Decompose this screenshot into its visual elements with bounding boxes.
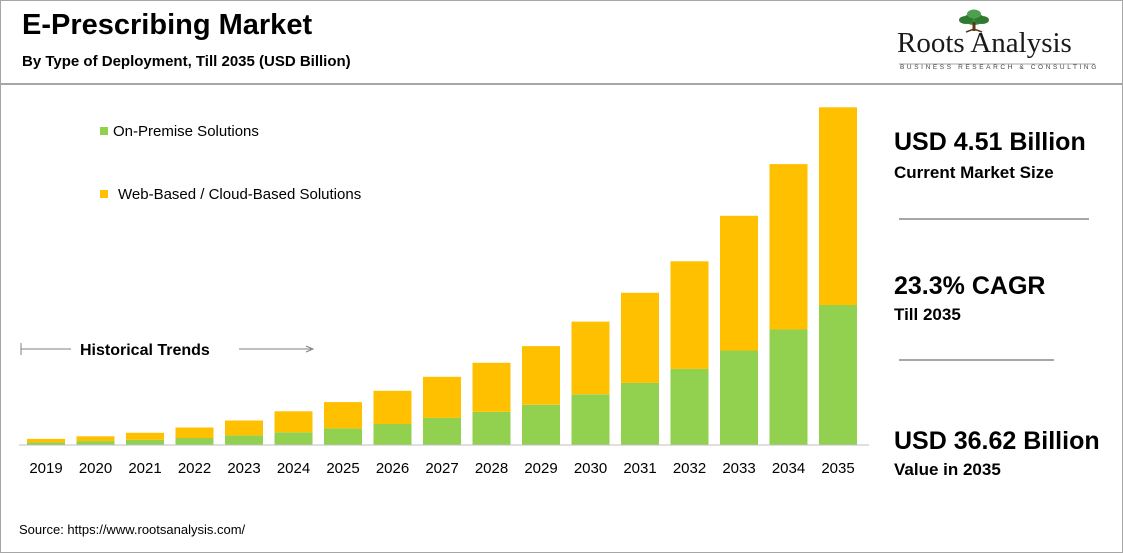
- bar-web-based-2034: [769, 164, 808, 330]
- legend-label-on-premise: On-Premise Solutions: [113, 123, 259, 140]
- x-tick-label-2021: 2021: [128, 460, 161, 477]
- x-tick-label-2031: 2031: [623, 460, 656, 477]
- bar-on-premise-2024: [274, 432, 313, 445]
- bar-web-based-2023: [225, 420, 263, 436]
- bar-web-based-2021: [126, 432, 164, 440]
- bar-web-based-2030: [571, 321, 610, 395]
- x-tick-label-2032: 2032: [673, 460, 706, 477]
- bar-on-premise-2035: [819, 305, 857, 445]
- bar-on-premise-2027: [423, 417, 461, 445]
- logo-name: Roots Analysis: [897, 27, 1072, 59]
- page-subtitle: By Type of Deployment, Till 2035 (USD Bi…: [22, 53, 351, 70]
- bar-web-based-2031: [621, 292, 659, 383]
- bar-on-premise-2031: [621, 382, 659, 445]
- legend-swatch-on-premise: [100, 127, 108, 135]
- x-tick-label-2034: 2034: [772, 460, 805, 477]
- legend-label-web-based: Web-Based / Cloud-Based Solutions: [118, 186, 361, 203]
- bar-on-premise-2032: [670, 368, 709, 445]
- header: E-Prescribing Market By Type of Deployme…: [1, 1, 1122, 83]
- x-tick-label-2022: 2022: [178, 460, 211, 477]
- bar-web-based-2027: [423, 376, 461, 418]
- stacked-bar-chart: 2019 2020 2021 2022 2023 2024 2025 2026 2027 2028…: [19, 107, 869, 477]
- bar-web-based-2032: [670, 261, 709, 369]
- bar-web-based-2022: [175, 427, 214, 438]
- x-tick-label-2023: 2023: [227, 460, 260, 477]
- kpi-2035-value: USD 36.62 Billion: [894, 427, 1100, 455]
- kpi-2035-label: Value in 2035: [894, 460, 1001, 479]
- bar-on-premise-2019: [27, 442, 65, 445]
- bar-on-premise-2020: [76, 441, 115, 445]
- legend-swatch-web-based: [100, 190, 108, 198]
- bar-web-based-2035: [819, 107, 857, 306]
- source-note: Source: https://www.rootsanalysis.com/: [19, 522, 246, 537]
- header-divider: [1, 83, 1122, 85]
- bar-on-premise-2022: [175, 438, 214, 445]
- x-tick-label-2029: 2029: [524, 460, 557, 477]
- page-title: E-Prescribing Market: [22, 9, 313, 41]
- bar-on-premise-2028: [472, 411, 511, 446]
- kpi-cagr-label: Till 2035: [894, 305, 961, 324]
- bar-on-premise-2025: [324, 428, 362, 445]
- kpi-current-value: USD 4.51 Billion: [894, 128, 1086, 156]
- x-tick-label-2028: 2028: [475, 460, 508, 477]
- kpi-cagr-value: 23.3% CAGR: [894, 272, 1046, 300]
- bar-on-premise-2029: [522, 404, 560, 446]
- bar-web-based-2020: [76, 436, 115, 442]
- bar-web-based-2019: [27, 438, 65, 443]
- kpi-current-label: Current Market Size: [894, 163, 1054, 182]
- x-tick-label-2025: 2025: [326, 460, 359, 477]
- bars-group: [27, 107, 857, 446]
- bar-on-premise-2023: [225, 435, 263, 445]
- bar-web-based-2033: [720, 215, 758, 351]
- x-tick-label-2027: 2027: [425, 460, 458, 477]
- logo-tagline: BUSINESS RESEARCH & CONSULTING: [900, 64, 1099, 71]
- bar-web-based-2029: [522, 346, 560, 405]
- historical-trends-label: Historical Trends: [80, 342, 210, 359]
- x-tick-label-2024: 2024: [277, 460, 310, 477]
- x-tick-label-2026: 2026: [376, 460, 409, 477]
- bar-on-premise-2030: [571, 394, 610, 446]
- tree-logo-icon: [899, 9, 1095, 65]
- x-tick-label-2033: 2033: [722, 460, 755, 477]
- bar-web-based-2025: [324, 402, 362, 429]
- bar-on-premise-2026: [373, 424, 412, 445]
- legend: On-Premise Solutions Web-Based / Cloud-B…: [100, 123, 361, 203]
- bar-web-based-2026: [373, 390, 412, 425]
- historical-trends-annotation: Historical Trends: [20, 342, 315, 359]
- bar-on-premise-2033: [720, 350, 758, 445]
- bar-web-based-2028: [472, 362, 511, 412]
- x-tick-label-2030: 2030: [574, 460, 607, 477]
- kpi-divider-1: [899, 218, 1089, 220]
- x-tick-label-2035: 2035: [821, 460, 854, 477]
- kpi-divider-2: [899, 359, 1054, 361]
- x-tick-label-2019: 2019: [29, 460, 62, 477]
- bar-on-premise-2021: [126, 439, 164, 446]
- bar-web-based-2024: [274, 411, 313, 433]
- x-tick-label-2020: 2020: [79, 460, 112, 477]
- bar-on-premise-2034: [769, 329, 808, 445]
- x-tick-labels: 2019 2020 2021 2022 2023 2024 2025 2026 2027 2028…: [29, 460, 854, 477]
